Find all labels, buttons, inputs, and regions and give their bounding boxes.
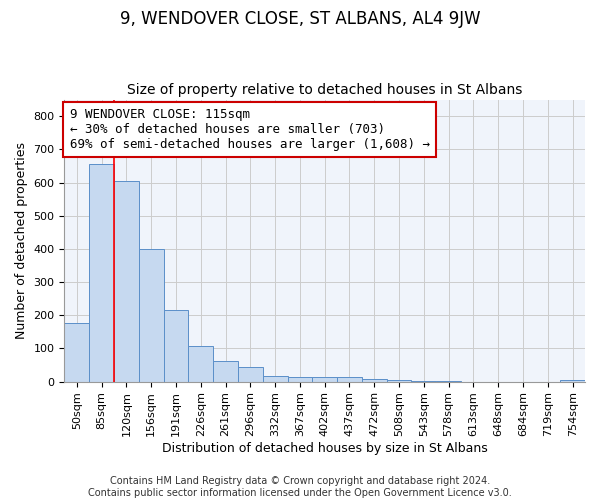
- Bar: [263, 376, 287, 382]
- Text: 9 WENDOVER CLOSE: 115sqm
← 30% of detached houses are smaller (703)
69% of semi-: 9 WENDOVER CLOSE: 115sqm ← 30% of detach…: [70, 108, 430, 151]
- Bar: [412, 380, 436, 382]
- Bar: [164, 310, 188, 382]
- Bar: [313, 378, 337, 382]
- Bar: [560, 380, 585, 382]
- Bar: [238, 367, 263, 382]
- Bar: [362, 379, 386, 382]
- Bar: [188, 346, 213, 382]
- Bar: [386, 380, 412, 382]
- Bar: [213, 361, 238, 382]
- Title: Size of property relative to detached houses in St Albans: Size of property relative to detached ho…: [127, 83, 523, 97]
- Bar: [114, 180, 139, 382]
- Bar: [287, 377, 313, 382]
- Text: Contains HM Land Registry data © Crown copyright and database right 2024.
Contai: Contains HM Land Registry data © Crown c…: [88, 476, 512, 498]
- Bar: [64, 322, 89, 382]
- Bar: [139, 249, 164, 382]
- X-axis label: Distribution of detached houses by size in St Albans: Distribution of detached houses by size …: [162, 442, 488, 455]
- Bar: [337, 377, 362, 382]
- Bar: [89, 164, 114, 382]
- Text: 9, WENDOVER CLOSE, ST ALBANS, AL4 9JW: 9, WENDOVER CLOSE, ST ALBANS, AL4 9JW: [119, 10, 481, 28]
- Y-axis label: Number of detached properties: Number of detached properties: [15, 142, 28, 339]
